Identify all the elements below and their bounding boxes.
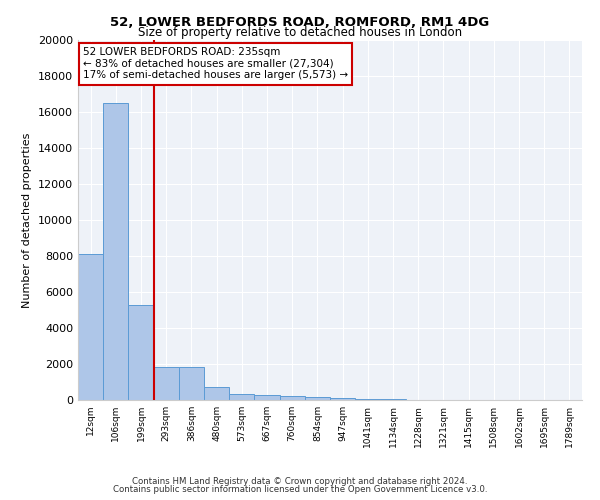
Text: Contains HM Land Registry data © Crown copyright and database right 2024.: Contains HM Land Registry data © Crown c… xyxy=(132,477,468,486)
Bar xyxy=(229,394,254,400)
Bar xyxy=(330,398,355,400)
Bar xyxy=(305,398,330,400)
Text: 52 LOWER BEDFORDS ROAD: 235sqm
← 83% of detached houses are smaller (27,304)
17%: 52 LOWER BEDFORDS ROAD: 235sqm ← 83% of … xyxy=(83,47,348,80)
Bar xyxy=(254,395,280,400)
Bar xyxy=(179,366,204,400)
Bar xyxy=(103,103,128,400)
Bar xyxy=(78,254,103,400)
Bar xyxy=(154,366,179,400)
Y-axis label: Number of detached properties: Number of detached properties xyxy=(22,132,32,308)
Bar xyxy=(204,388,229,400)
Text: Size of property relative to detached houses in London: Size of property relative to detached ho… xyxy=(138,26,462,39)
Bar xyxy=(280,396,305,400)
Text: 52, LOWER BEDFORDS ROAD, ROMFORD, RM1 4DG: 52, LOWER BEDFORDS ROAD, ROMFORD, RM1 4D… xyxy=(110,16,490,29)
Text: Contains public sector information licensed under the Open Government Licence v3: Contains public sector information licen… xyxy=(113,485,487,494)
Bar xyxy=(128,304,154,400)
Bar xyxy=(355,399,380,400)
